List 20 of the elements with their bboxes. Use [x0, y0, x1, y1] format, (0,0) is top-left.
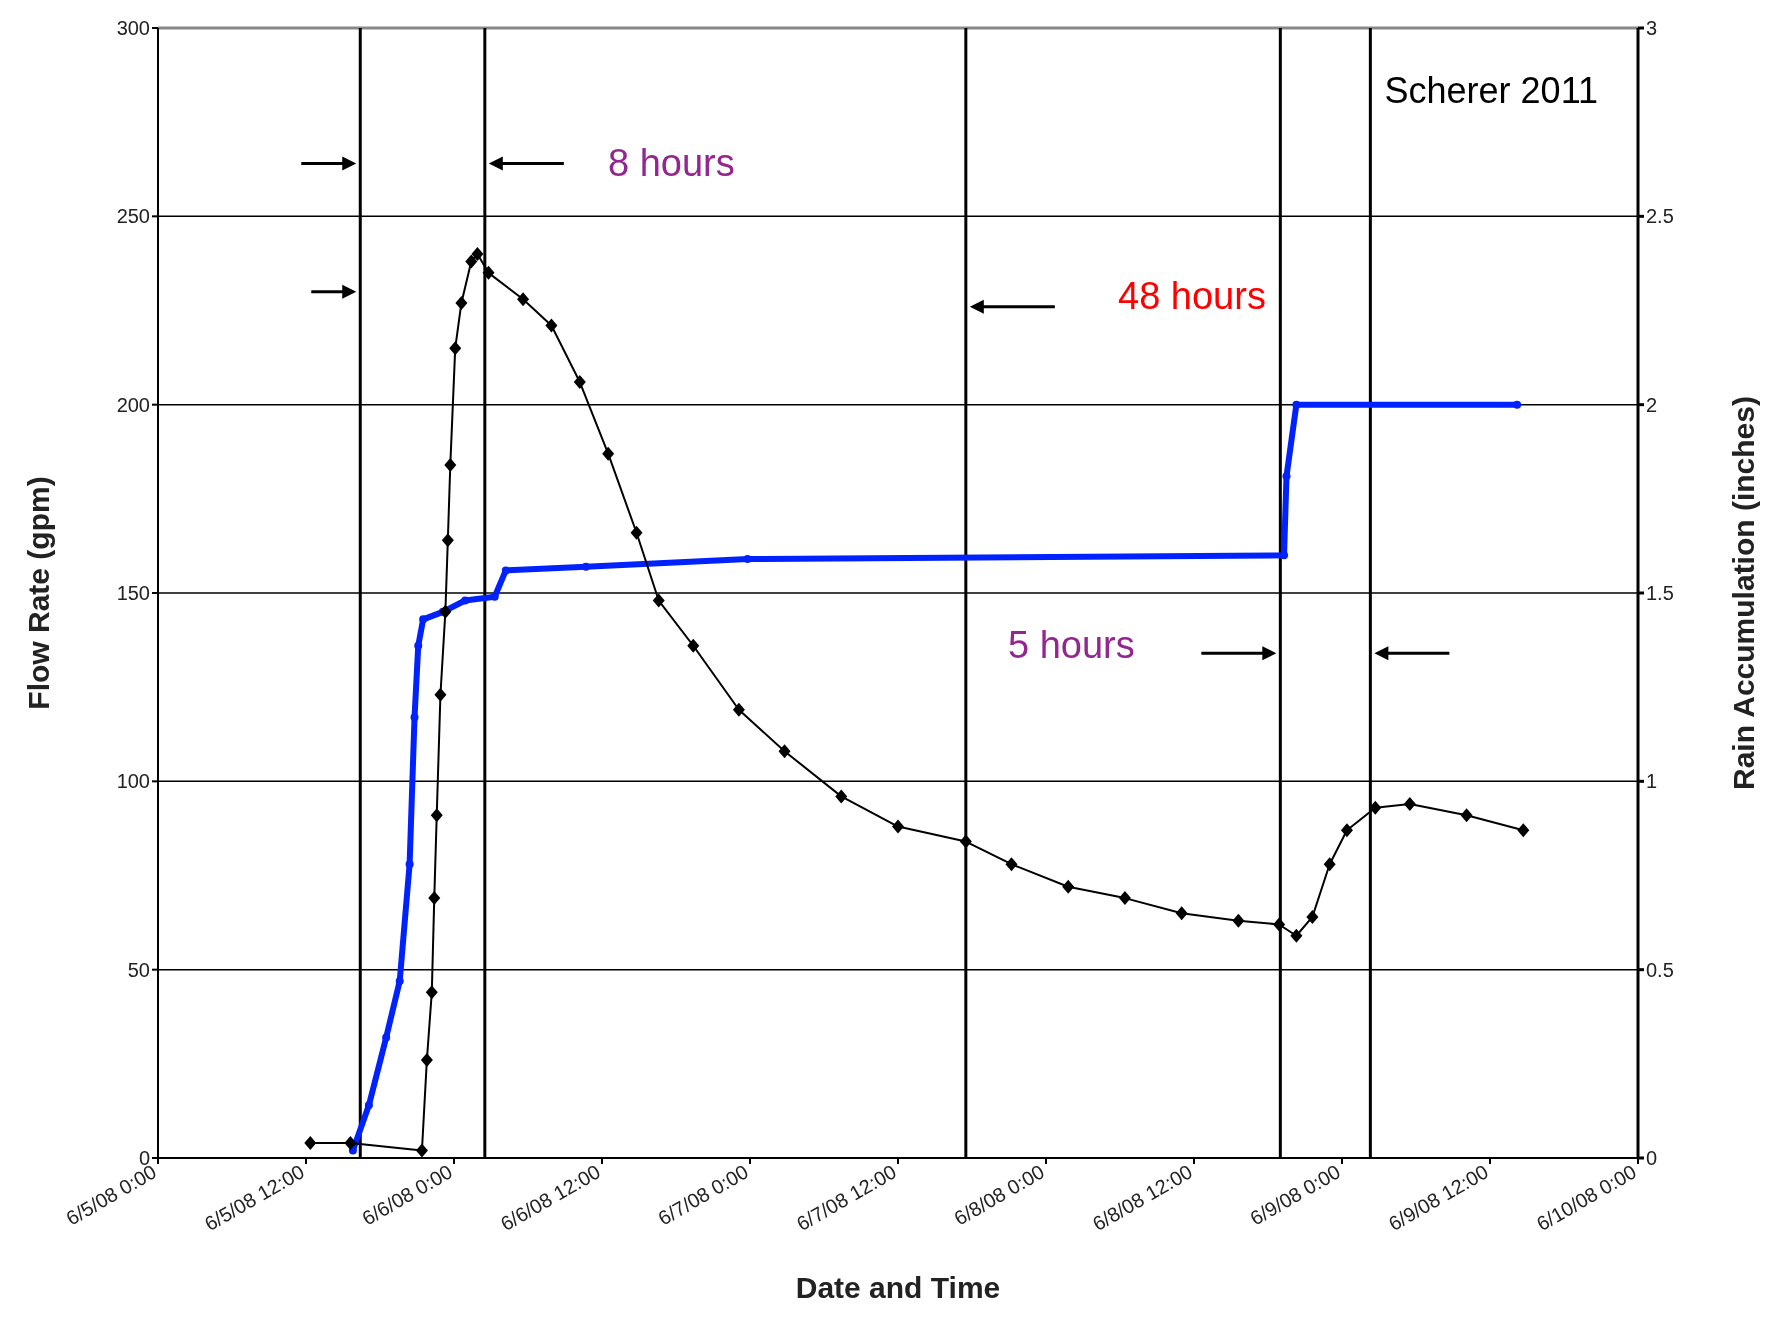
- y2-tick-label: 1.5: [1646, 582, 1674, 605]
- y2-tick-label: 3: [1646, 17, 1658, 40]
- y-tick-label: 250: [116, 205, 150, 228]
- y2-tick-label: 0: [1646, 1147, 1658, 1170]
- annotation: 48 hours: [1118, 275, 1266, 318]
- x-axis-title: Date and Time: [795, 1271, 1001, 1304]
- y-axis-title: Flow Rate (gpm): [21, 476, 55, 710]
- annotation: 8 hours: [608, 142, 735, 185]
- y2-tick-label: 2: [1646, 393, 1658, 416]
- y-tick-label: 50: [127, 958, 150, 981]
- y2-tick-label: 2.5: [1646, 205, 1674, 228]
- y2-tick-label: 0.5: [1646, 958, 1674, 981]
- y2-axis-title: Rain Accumulation (inches): [1726, 396, 1760, 790]
- annotation: 5 hours: [1008, 624, 1135, 667]
- y-tick-label: 300: [116, 17, 150, 40]
- y2-tick-label: 1: [1646, 770, 1658, 793]
- y-tick-label: 150: [116, 582, 150, 605]
- annotation: Scherer 2011: [1384, 69, 1598, 111]
- y-tick-label: 100: [116, 770, 150, 793]
- y-tick-label: 200: [116, 393, 150, 416]
